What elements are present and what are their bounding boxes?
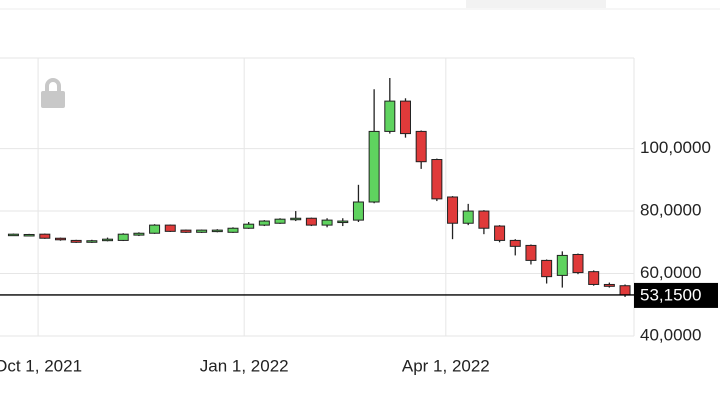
candle-body (305, 217, 317, 226)
candle-body (321, 219, 333, 226)
header-tab (466, 0, 606, 8)
candle-body (133, 232, 145, 236)
candle-body (196, 229, 208, 233)
candle-body (23, 233, 35, 237)
candle-body (572, 253, 584, 274)
candle-body (619, 285, 631, 296)
y-tick-label: 60,0000 (640, 263, 701, 282)
candle-body (102, 238, 114, 242)
y-tick-label: 100,0000 (640, 138, 711, 157)
last-price-box (634, 282, 718, 308)
x-tick-label: Oct 1, 2021 (0, 356, 82, 375)
candle-body (478, 210, 490, 229)
candle-body (149, 224, 161, 234)
candle-body (180, 229, 192, 233)
candle-body (462, 210, 474, 224)
candle-body (290, 217, 302, 221)
candle-body (7, 233, 19, 237)
candle-body (494, 225, 506, 241)
candle-body (603, 283, 615, 287)
candle-body (211, 229, 223, 233)
candle-body (39, 233, 51, 239)
candle-body (541, 259, 553, 278)
x-tick-label: Apr 1, 2022 (402, 356, 490, 375)
candle-body (509, 239, 521, 247)
candle-body (243, 223, 255, 229)
x-tick-label: Jan 1, 2022 (200, 356, 289, 375)
candle-body (415, 130, 427, 163)
candle-body (117, 233, 129, 241)
candle-body (384, 100, 396, 132)
lock-icon (41, 78, 65, 108)
candle-body (431, 159, 443, 200)
candle-body (447, 196, 459, 224)
plot-area: 40,0000 60,0000 80,0000 100,0000 Oct 1, 2021… (0, 57, 718, 375)
y-tick-label: 40,0000 (640, 325, 701, 344)
candle-body (227, 227, 239, 233)
candle-body (399, 100, 411, 135)
candle-body (556, 254, 568, 276)
y-tick-label: 80,0000 (640, 201, 701, 220)
candle-body (525, 244, 537, 261)
candle-body (337, 220, 349, 224)
candle-body (588, 271, 600, 285)
candle-body (368, 130, 380, 203)
candle-body (258, 220, 270, 226)
candle-body (54, 237, 66, 241)
candle-body (352, 201, 364, 221)
candle-body (70, 239, 82, 243)
last-price-label: 53,1500 (640, 285, 701, 304)
candle-body (274, 218, 286, 224)
candle-body (86, 240, 98, 243)
candle-body (164, 224, 176, 232)
